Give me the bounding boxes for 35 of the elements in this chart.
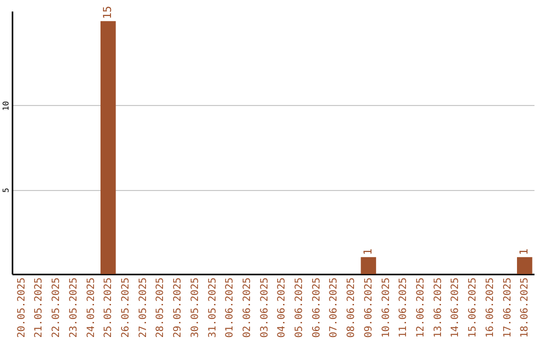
x-tick-label: 13.06.2025 [432, 278, 444, 338]
data-label: 1 [361, 248, 374, 256]
x-tick-label: 22.05.2025 [51, 278, 62, 338]
x-tick-label: 01.06.2025 [224, 278, 236, 338]
x-tick-label: 27.05.2025 [138, 278, 149, 338]
data-label: 1 [518, 248, 531, 256]
x-tick-label: 25.05.2025 [103, 278, 114, 338]
x-tick-label: 18.06.2025 [520, 278, 531, 338]
x-tick-label: 26.05.2025 [120, 278, 132, 338]
data-label: 15 [101, 6, 114, 20]
y-tick-label: 5 [2, 188, 10, 193]
x-tick-label: 17.06.2025 [502, 278, 514, 338]
x-tick-label: 10.06.2025 [380, 278, 392, 338]
x-tick-label: 05.06.2025 [294, 278, 306, 338]
x-tick-label: 20.05.2025 [16, 278, 28, 338]
x-tick-label: 28.05.2025 [155, 278, 166, 338]
x-tick-label: 08.06.2025 [346, 278, 358, 338]
x-tick-label: 14.06.2025 [450, 278, 462, 338]
x-tick-label: 07.06.2025 [328, 278, 340, 338]
y-tick-label: 10 [2, 100, 10, 111]
x-tick-label: 03.06.2025 [259, 278, 270, 338]
x-tick-label: 16.06.2025 [484, 278, 496, 338]
x-tick-label: 21.05.2025 [34, 278, 45, 338]
x-tick-label: 11.06.2025 [398, 278, 410, 338]
x-tick-label: 12.06.2025 [416, 278, 427, 338]
x-tick-label: 24.05.2025 [86, 278, 97, 338]
x-tick-label: 29.05.2025 [172, 278, 184, 338]
x-tick-label: 04.06.2025 [276, 278, 288, 338]
x-tick-label: 15.06.2025 [468, 278, 479, 338]
x-tick-label: 30.05.2025 [190, 278, 201, 338]
x-tick-label: 31.05.2025 [207, 278, 218, 338]
x-tick-label: 06.06.2025 [311, 278, 322, 338]
x-tick-label: 02.06.2025 [242, 278, 253, 338]
x-tick-label: 23.05.2025 [68, 278, 80, 338]
x-tick-label: 09.06.2025 [363, 278, 374, 338]
